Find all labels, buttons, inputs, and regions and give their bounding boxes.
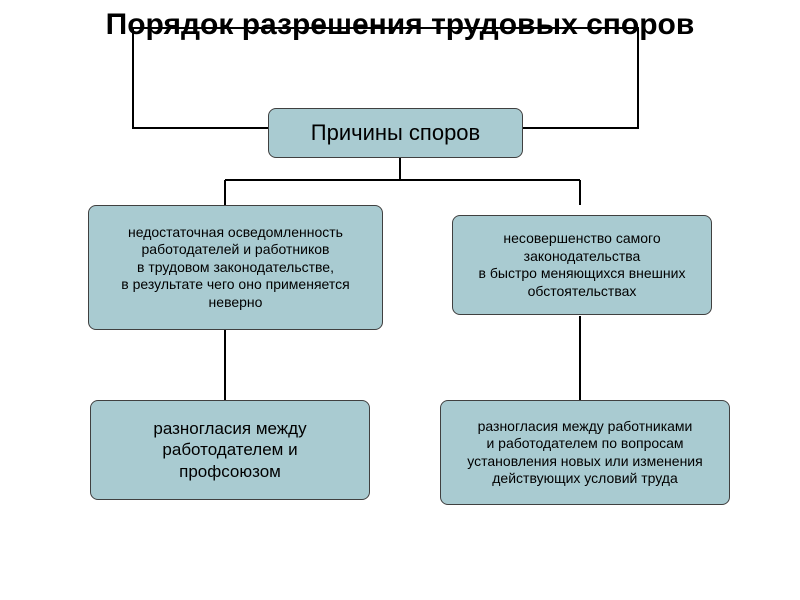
leaf-label: несовершенство самого законодательства в… <box>479 230 686 300</box>
leaf-box-left-bottom: разногласия между работодателем и профсо… <box>90 400 370 500</box>
leaf-label: разногласия между работодателем и профсо… <box>153 418 306 482</box>
root-box: Причины споров <box>268 108 523 158</box>
root-box-label: Причины споров <box>311 119 480 147</box>
leaf-label: разногласия между работниками и работода… <box>467 418 702 488</box>
leaf-label: недостаточная осведомленность работодате… <box>121 224 349 312</box>
leaf-box-left-top: недостаточная осведомленность работодате… <box>88 205 383 330</box>
page-title: Порядок разрешения трудовых споров <box>0 8 800 42</box>
leaf-box-right-bottom: разногласия между работниками и работода… <box>440 400 730 505</box>
leaf-box-right-top: несовершенство самого законодательства в… <box>452 215 712 315</box>
